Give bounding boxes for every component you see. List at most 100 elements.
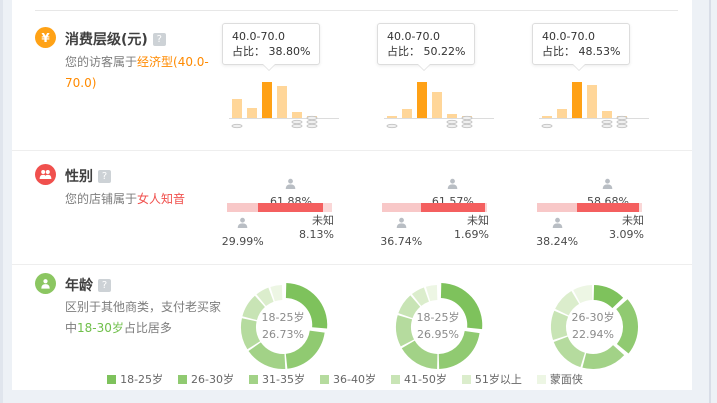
donut-segment-31-35岁[interactable] xyxy=(248,342,286,370)
coin-stack-icon xyxy=(446,114,458,133)
legend-item[interactable]: 41-50岁 xyxy=(390,371,447,387)
donut-segment-41-50岁[interactable] xyxy=(398,295,421,319)
age-chart-shop1: 18-25岁 26.73% xyxy=(217,265,372,370)
legend-label: 41-50岁 xyxy=(403,373,447,386)
gender-chart-shop1: 61.88% 29.99% 未知 8.13% xyxy=(217,151,372,264)
female-segment[interactable] xyxy=(258,203,324,212)
donut-segment-41-50岁[interactable] xyxy=(242,295,265,321)
unknown-percent: 8.13% xyxy=(299,228,334,241)
bar-highlighted[interactable] xyxy=(572,82,582,118)
consumption-label-block: ¥ 消费层级(元) ? 您的访客属于经济型(40.0-70.0) xyxy=(35,10,213,150)
bar[interactable] xyxy=(277,85,287,118)
male-stat: 36.74% xyxy=(380,214,422,248)
bar[interactable] xyxy=(602,111,612,118)
donut-segment-51岁以上[interactable] xyxy=(411,287,429,306)
legend-item[interactable]: 26-30岁 xyxy=(178,371,234,387)
legend-swatch xyxy=(107,374,117,384)
male-segment[interactable] xyxy=(382,203,421,212)
gender-stacked-bar[interactable] xyxy=(537,203,642,212)
consumption-charts: 40.0-70.0 占比： 38.80% 40.0-70.0 占比： 50.22… xyxy=(217,10,692,150)
donut-segment-31-35岁[interactable] xyxy=(582,345,625,369)
section-gender: 性别 ? 您的店铺属于女人知音 61.88% xyxy=(12,151,692,265)
donut-segment-26-30岁[interactable] xyxy=(285,330,325,369)
bar[interactable] xyxy=(432,92,442,118)
tooltip-label: 占比： xyxy=(387,45,420,58)
bar[interactable] xyxy=(247,107,257,118)
bar[interactable] xyxy=(402,108,412,118)
bar-chart[interactable] xyxy=(232,82,317,118)
tooltip: 40.0-70.0 占比： 50.22% xyxy=(377,23,476,71)
coin-stack-icon xyxy=(461,113,473,133)
unknown-stat: 未知 3.09% xyxy=(609,214,644,242)
donut-segment-18-25岁[interactable] xyxy=(440,283,483,330)
bar[interactable] xyxy=(232,99,242,118)
male-icon xyxy=(237,217,248,228)
male-segment[interactable] xyxy=(227,203,259,212)
donut-segment-41-50岁[interactable] xyxy=(550,310,569,340)
coin-stack-icon xyxy=(601,114,613,133)
donut-segment-18-25岁[interactable] xyxy=(593,285,624,309)
unknown-percent: 1.69% xyxy=(454,228,489,241)
legend-item[interactable]: 18-25岁 xyxy=(107,371,163,387)
unknown-segment[interactable] xyxy=(485,203,487,212)
donut-segment-31-35岁[interactable] xyxy=(401,340,438,369)
help-icon[interactable]: ? xyxy=(98,169,111,183)
age-donut-chart[interactable] xyxy=(545,279,641,375)
unknown-segment[interactable] xyxy=(323,203,332,212)
bar[interactable] xyxy=(292,111,302,118)
coin-stack-icon xyxy=(386,114,398,133)
legend-label: 51岁以上 xyxy=(474,373,522,386)
bar[interactable] xyxy=(557,109,567,118)
age-donut-chart[interactable] xyxy=(235,279,331,375)
gender-stacked-bar[interactable] xyxy=(382,203,487,212)
bar[interactable] xyxy=(387,116,397,118)
female-segment[interactable] xyxy=(420,203,486,212)
unknown-label: 未知 xyxy=(312,214,334,227)
bar[interactable] xyxy=(447,114,457,118)
donut-segment-36-40岁[interactable] xyxy=(241,318,261,350)
male-icon xyxy=(396,217,407,228)
donut-segment-26-30岁[interactable] xyxy=(616,299,638,354)
donut-segment-51岁以上[interactable] xyxy=(555,290,580,316)
tooltip-value: 48.53% xyxy=(578,45,621,58)
legend-item[interactable]: 31-35岁 xyxy=(249,371,305,387)
legend-item[interactable]: 36-40岁 xyxy=(319,371,376,387)
legend-swatch xyxy=(461,374,471,384)
section-age: 年龄 ? 区别于其他商类，支付老买家中18-30岁占比居多 18-25岁 26.… xyxy=(12,265,692,390)
unknown-segment[interactable] xyxy=(638,203,642,212)
section-title: 年龄 xyxy=(65,278,93,294)
donut-segment-51岁以上[interactable] xyxy=(256,287,274,307)
bar[interactable] xyxy=(587,85,597,118)
age-legend: 18-25岁 26-30岁 31-35岁 36-40岁 41-50岁 51岁以上 蒙面侠 xyxy=(12,371,678,387)
donut-segment-蒙面侠[interactable] xyxy=(573,285,593,304)
section-consumption-level: ¥ 消费层级(元) ? 您的访客属于经济型(40.0-70.0) 40.0-70… xyxy=(12,10,692,151)
donut-segment-蒙面侠[interactable] xyxy=(270,285,283,302)
age-donut-chart[interactable] xyxy=(390,279,486,375)
legend-item[interactable]: 蒙面侠 xyxy=(536,371,583,387)
scrollbar[interactable] xyxy=(709,0,711,403)
male-segment[interactable] xyxy=(537,203,578,212)
legend-item[interactable]: 51岁以上 xyxy=(461,371,522,387)
tooltip-range: 40.0-70.0 xyxy=(542,30,595,43)
help-icon[interactable]: ? xyxy=(98,278,111,292)
section-title: 性别 xyxy=(65,169,93,185)
donut-segment-18-25岁[interactable] xyxy=(285,283,328,329)
help-icon[interactable]: ? xyxy=(152,32,166,46)
bar-highlighted[interactable] xyxy=(262,82,272,118)
bar-chart[interactable] xyxy=(387,82,472,118)
bar-highlighted[interactable] xyxy=(417,82,427,118)
donut-segment-36-40岁[interactable] xyxy=(553,336,585,368)
age-charts: 18-25岁 26.73% 18-25岁 26.95% xyxy=(217,265,692,370)
person-icon xyxy=(35,273,56,294)
donut-segment-26-30岁[interactable] xyxy=(438,330,480,369)
coin-stack-icon xyxy=(541,114,553,133)
legend-swatch xyxy=(319,374,329,384)
donut-segment-36-40岁[interactable] xyxy=(396,315,415,347)
donut-segment-蒙面侠[interactable] xyxy=(425,285,438,302)
bar-chart[interactable] xyxy=(542,82,627,118)
bar[interactable] xyxy=(542,115,552,118)
tooltip-range: 40.0-70.0 xyxy=(232,30,285,43)
female-icon xyxy=(603,178,613,189)
gender-stacked-bar[interactable] xyxy=(227,203,332,212)
female-segment[interactable] xyxy=(577,203,639,212)
